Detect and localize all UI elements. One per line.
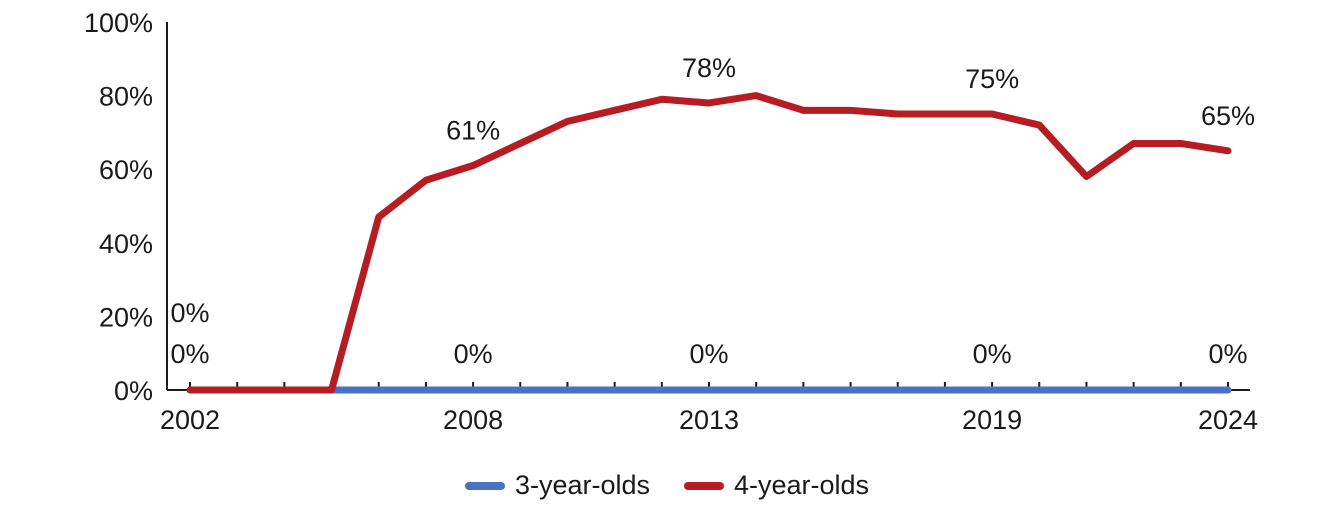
x-tick-label: 2008 [443,405,503,435]
data-label-3-year-olds: 0% [1208,339,1247,369]
data-label-3-year-olds: 0% [973,339,1012,369]
data-label-4-year-olds: 75% [965,64,1019,94]
legend-item-4-year-olds: 4-year-olds [684,470,869,501]
x-tick-label: 2019 [962,405,1022,435]
series-line-4-year-olds [186,92,1232,394]
y-tick-label: 100% [84,8,153,38]
data-label-4-year-olds: 78% [682,53,736,83]
data-label-4-year-olds: 65% [1201,101,1255,131]
legend-label-3-year-olds: 3-year-olds [514,470,650,500]
axes: 0% 20% 40% 60% 80% 100% 2002 2008 2013 2019 2024 [84,8,1258,435]
data-label-4-year-olds: 61% [446,116,500,146]
data-label-3-year-olds: 0% [689,339,728,369]
y-tick-label: 20% [99,302,153,332]
y-tick-label: 60% [99,155,153,185]
y-tick-label: 0% [114,376,153,406]
y-tick-label: 80% [99,82,153,112]
legend-swatch-4-year-olds [684,481,724,490]
x-tick-label: 2024 [1198,405,1258,435]
data-labels: 0% 0% 0% 0% 0% 0% 61% 78% 75% 65% [170,53,1255,369]
legend-item-3-year-olds: 3-year-olds [464,470,650,501]
legend: 3-year-olds 4-year-olds [0,470,1334,501]
line-chart: 0% 20% 40% 60% 80% 100% 2002 2008 2013 2019 2024 0… [84,8,1258,435]
data-label-4-year-olds: 0% [170,298,209,328]
series-layer [186,92,1232,394]
data-label-3-year-olds: 0% [454,339,493,369]
y-tick-label: 40% [99,229,153,259]
x-tick-label: 2013 [679,405,739,435]
legend-swatch-3-year-olds [464,481,505,490]
legend-label-4-year-olds: 4-year-olds [734,470,870,500]
data-label-3-year-olds: 0% [170,339,209,369]
x-tick-label: 2002 [160,405,220,435]
